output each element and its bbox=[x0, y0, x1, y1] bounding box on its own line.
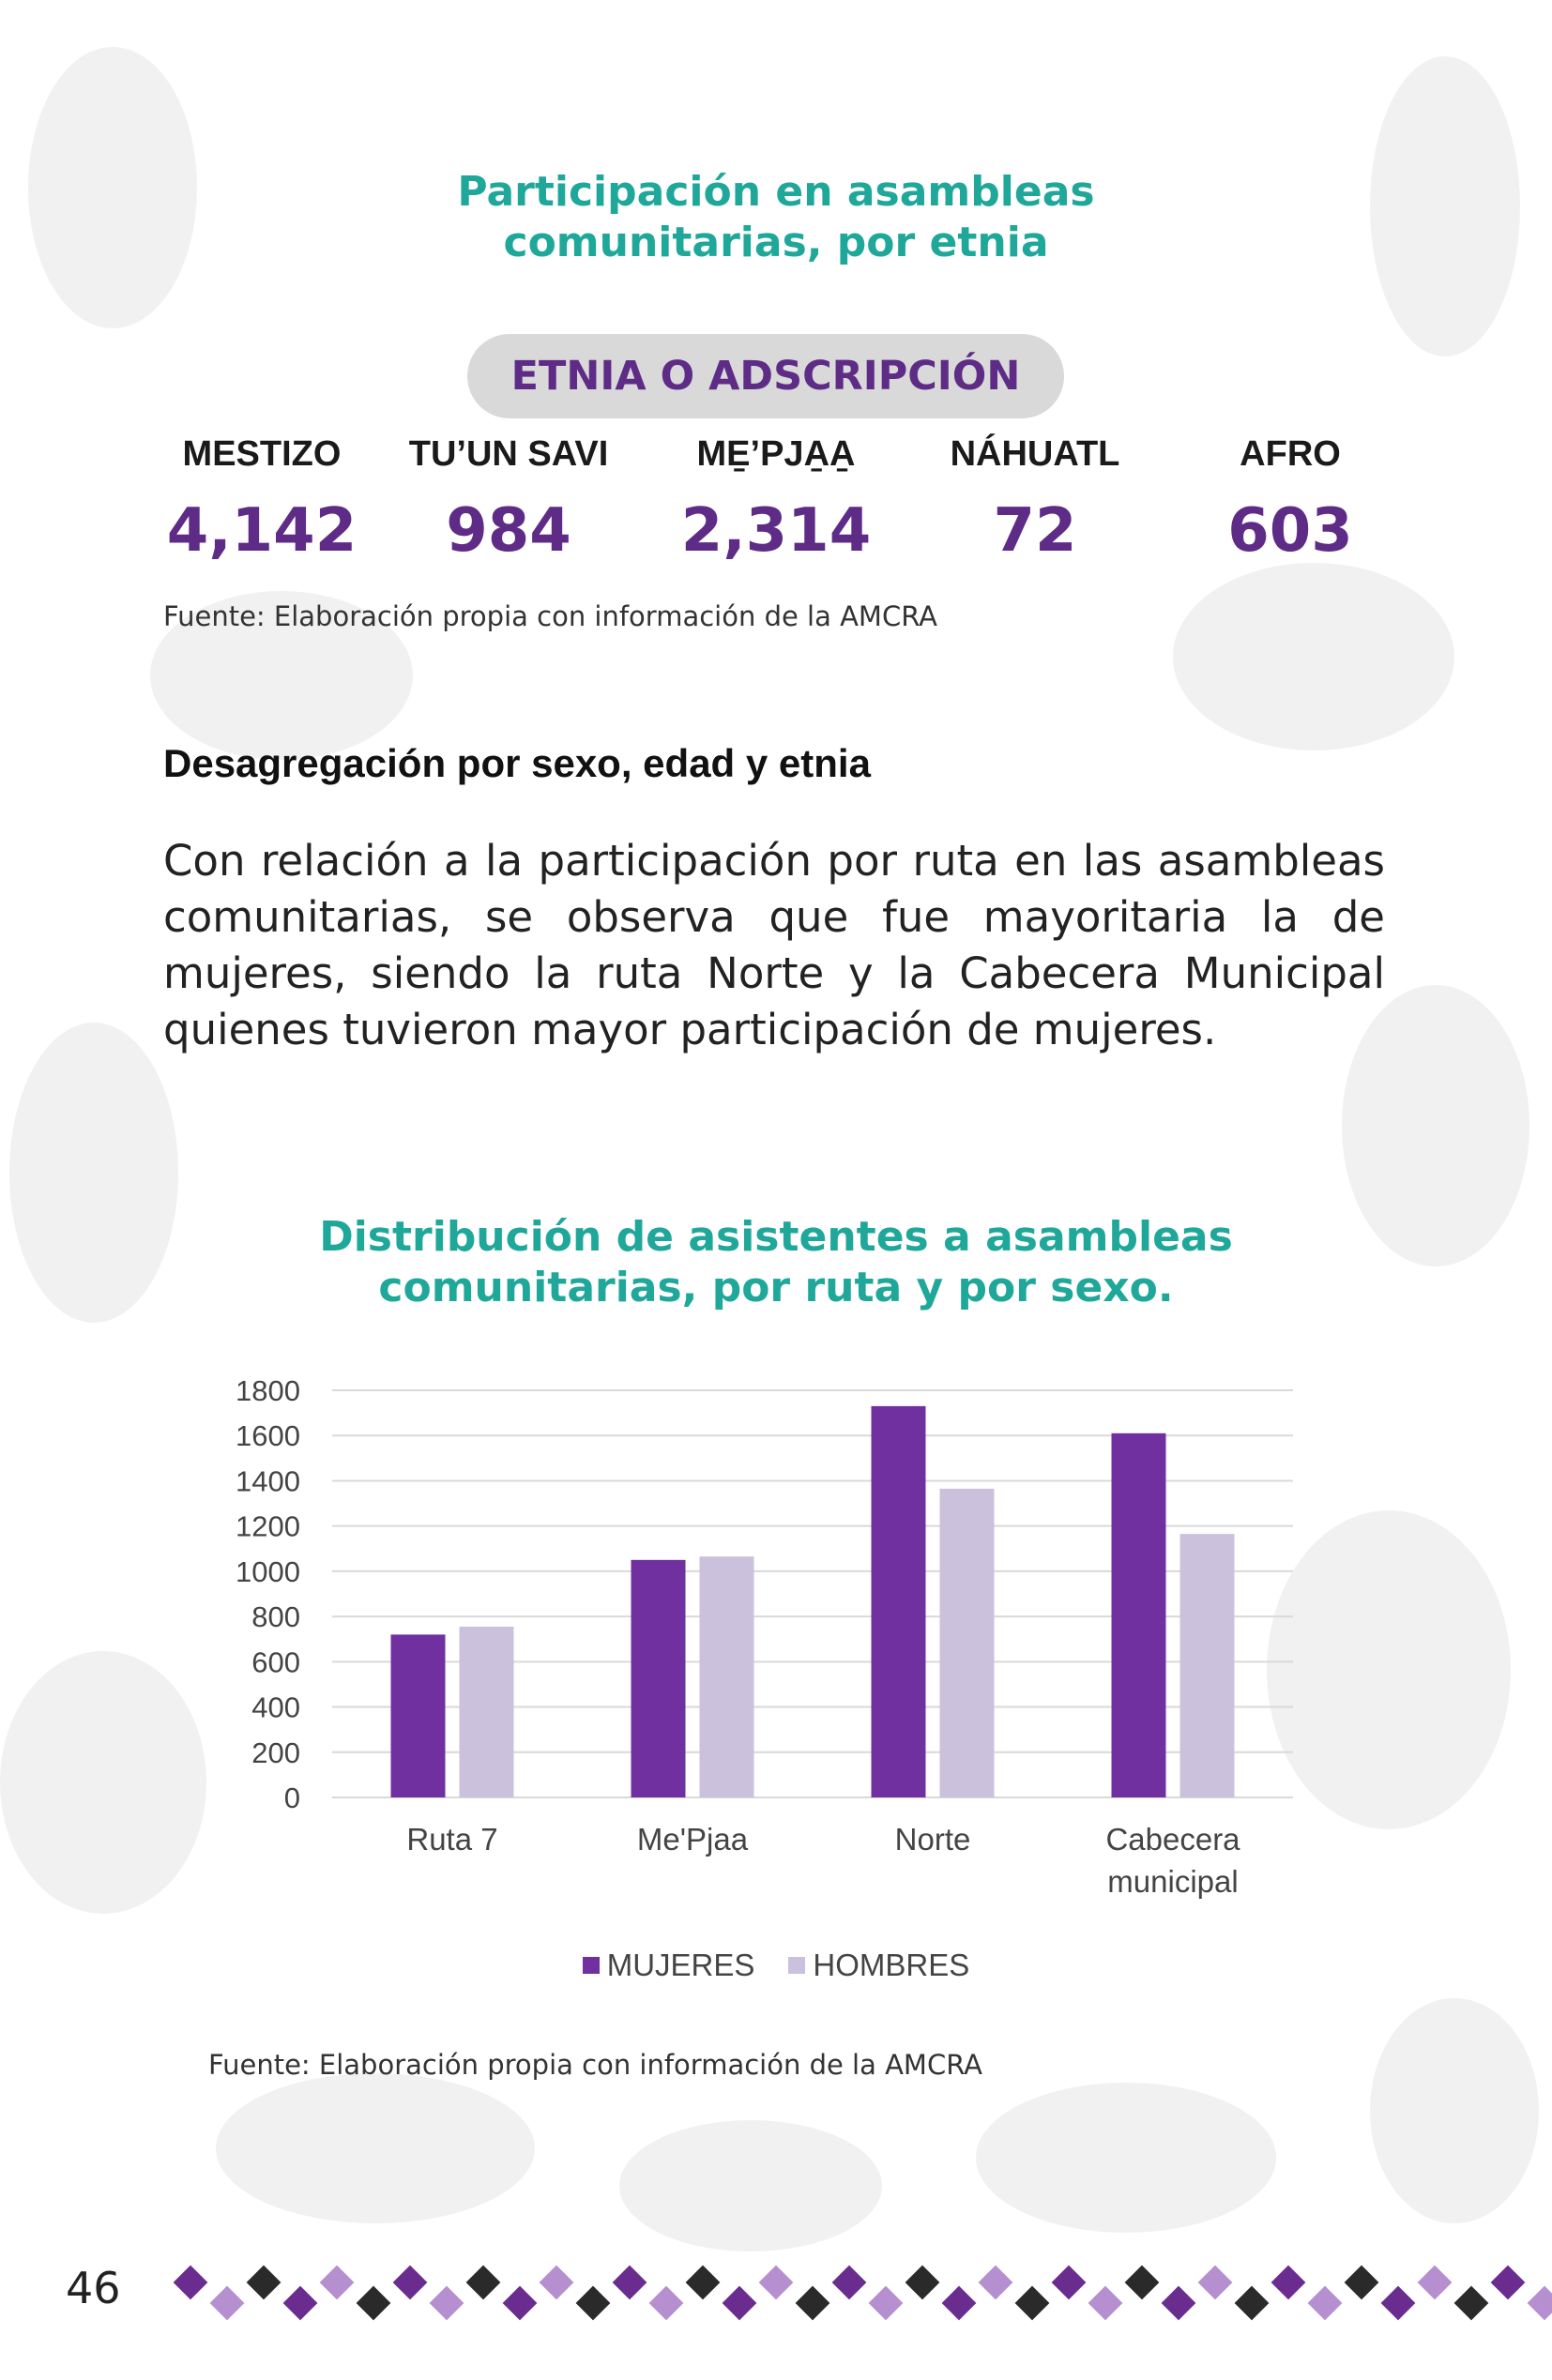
y-tick-label: 1800 bbox=[236, 1374, 300, 1407]
x-category-label: Cabecera bbox=[1105, 1822, 1240, 1857]
border-motif bbox=[1417, 2265, 1453, 2300]
ethnic-value: 4,142 bbox=[166, 496, 358, 566]
border-motif bbox=[1490, 2265, 1526, 2300]
border-motif bbox=[1124, 2265, 1160, 2300]
legend-item-men: HOMBRES bbox=[788, 1948, 969, 1983]
page-number: 46 bbox=[66, 2263, 121, 2313]
ethnic-value: 2,314 bbox=[680, 496, 872, 566]
chart-title-line: Distribución de asistentes a asambleas bbox=[319, 1213, 1233, 1261]
legend-label: HOMBRES bbox=[813, 1948, 970, 1982]
y-tick-label: 1400 bbox=[236, 1464, 300, 1497]
y-tick-label: 1600 bbox=[236, 1419, 300, 1452]
border-motif bbox=[173, 2265, 208, 2300]
ethnic-value: 984 bbox=[446, 496, 571, 566]
border-motif bbox=[831, 2265, 867, 2300]
bar-mujeres-1 bbox=[631, 1559, 686, 1797]
border-motif bbox=[539, 2265, 574, 2300]
border-motif bbox=[612, 2265, 647, 2300]
border-motif bbox=[282, 2285, 318, 2321]
ethnic-stat-mepjaa: ME̱’PJA̱A̱ 2,314 bbox=[668, 432, 884, 567]
border-motif bbox=[575, 2285, 611, 2321]
border-motif bbox=[1380, 2285, 1416, 2321]
border-motif bbox=[1088, 2285, 1123, 2321]
border-motif bbox=[648, 2285, 684, 2321]
y-tick-label: 800 bbox=[251, 1600, 300, 1633]
y-tick-label: 0 bbox=[284, 1781, 300, 1814]
border-motif bbox=[429, 2285, 464, 2321]
section-heading: Desagregación por sexo, edad y etnia bbox=[163, 741, 871, 785]
border-motif bbox=[905, 2265, 940, 2300]
border-motif bbox=[356, 2285, 391, 2321]
border-motif bbox=[465, 2265, 501, 2300]
legend-item-women: MUJERES bbox=[582, 1948, 755, 1983]
border-motif bbox=[868, 2285, 904, 2321]
ethnic-label: ME̱’PJA̱A̱ bbox=[696, 434, 856, 474]
bar-mujeres-3 bbox=[1111, 1433, 1166, 1797]
border-motif bbox=[758, 2265, 794, 2300]
border-motif bbox=[1051, 2265, 1087, 2300]
border-motif bbox=[1527, 2285, 1552, 2321]
border-motif bbox=[795, 2285, 830, 2321]
border-motif bbox=[1161, 2285, 1196, 2321]
bar-hombres-2 bbox=[939, 1488, 995, 1797]
section-title-ethnicity: Participación en asambleas comunitarias,… bbox=[0, 167, 1552, 268]
border-motif bbox=[392, 2265, 428, 2300]
x-category-label: municipal bbox=[1107, 1864, 1238, 1899]
bar-hombres-3 bbox=[1179, 1534, 1235, 1797]
ethnicity-stats: MESTIZO 4,142 TU’UN SAVI 984 ME̱’PJA̱A̱ … bbox=[0, 432, 1552, 572]
chart-title-line: comunitarias, por ruta y por sexo. bbox=[378, 1264, 1174, 1311]
border-motif bbox=[246, 2265, 281, 2300]
ethnic-label: MESTIZO bbox=[182, 434, 342, 474]
bar-hombres-1 bbox=[699, 1556, 754, 1797]
ethnic-stat-tuun-savi: TU’UN SAVI 984 bbox=[394, 432, 623, 567]
ethnic-stat-afro: AFRO 603 bbox=[1210, 432, 1370, 567]
body-paragraph: Con relación a la participación por ruta… bbox=[163, 836, 1385, 1054]
border-motif bbox=[319, 2265, 355, 2300]
legend-label: MUJERES bbox=[606, 1948, 755, 1982]
ethnic-value: 72 bbox=[993, 496, 1077, 566]
bar-mujeres-2 bbox=[871, 1405, 926, 1797]
bar-mujeres-0 bbox=[390, 1634, 446, 1797]
y-tick-label: 400 bbox=[251, 1691, 300, 1724]
embroidery-border bbox=[173, 2265, 1552, 2321]
ethnic-stat-nahuatl: NÁHUATL 72 bbox=[936, 432, 1134, 567]
legend-swatch-women bbox=[582, 1957, 600, 1974]
border-motif bbox=[1014, 2285, 1050, 2321]
x-category-label: Ruta 7 bbox=[406, 1822, 497, 1857]
border-motif bbox=[1453, 2285, 1489, 2321]
bar-hombres-0 bbox=[459, 1626, 514, 1797]
border-motif bbox=[209, 2285, 245, 2321]
border-motif bbox=[1271, 2265, 1306, 2300]
section-title-line: comunitarias, por etnia bbox=[503, 219, 1049, 266]
x-category-label: Norte bbox=[895, 1822, 971, 1857]
source-note: Fuente: Elaboración propia con informaci… bbox=[208, 2049, 983, 2081]
border-motif bbox=[941, 2285, 977, 2321]
ethnic-label: TU’UN SAVI bbox=[408, 434, 609, 474]
border-motif bbox=[1234, 2285, 1270, 2321]
border-motif bbox=[502, 2285, 538, 2321]
legend-swatch-men bbox=[788, 1957, 806, 1974]
border-motif bbox=[722, 2285, 757, 2321]
ethnic-label: NÁHUATL bbox=[950, 434, 1120, 474]
ethnicity-header-pill: ETNIA O ADSCRIPCIÓN bbox=[467, 334, 1064, 418]
border-motif bbox=[685, 2265, 721, 2300]
section-title-line: Participación en asambleas bbox=[457, 168, 1095, 216]
chart-legend: MUJERES HOMBRES bbox=[0, 1948, 1552, 1983]
source-note: Fuente: Elaboración propia con informaci… bbox=[163, 600, 938, 632]
ethnic-stat-mestizo: MESTIZO 4,142 bbox=[165, 432, 358, 567]
y-tick-label: 1000 bbox=[236, 1555, 300, 1588]
chart-title: Distribución de asistentes a asambleas c… bbox=[0, 1212, 1552, 1313]
border-motif bbox=[1197, 2265, 1233, 2300]
border-motif bbox=[1344, 2265, 1379, 2300]
y-tick-label: 1200 bbox=[236, 1510, 300, 1543]
border-motif bbox=[978, 2265, 1013, 2300]
y-tick-label: 600 bbox=[251, 1645, 300, 1678]
y-tick-label: 200 bbox=[251, 1736, 300, 1769]
ethnic-label: AFRO bbox=[1240, 434, 1341, 474]
x-category-label: Me'Pjaa bbox=[637, 1822, 749, 1857]
bar-chart: 0 200 400 600 800 1000 1200 1400 1600 1800 Ruta 7… bbox=[236, 1374, 1293, 1899]
ethnic-value: 603 bbox=[1227, 496, 1353, 566]
border-motif bbox=[1307, 2285, 1343, 2321]
